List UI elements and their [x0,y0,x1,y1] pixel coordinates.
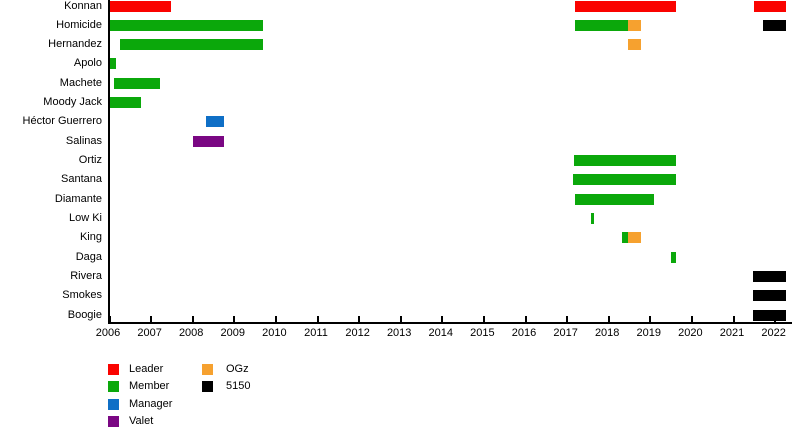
axis-tick [399,316,402,322]
row-label: Rivera [70,269,102,282]
timeline-bar [590,213,594,225]
axis-year-label: 2012 [345,327,370,339]
timeline-bar [574,0,676,12]
axis-year-label: 2016 [511,327,537,339]
row-label: Ortiz [78,154,102,167]
timeline-bar [205,116,224,128]
timeline-bar [628,232,642,244]
axis-tick [482,316,485,322]
timeline-bar [109,19,263,31]
axis-year-label: 2022 [761,327,786,339]
axis-year-label: 2018 [594,327,620,339]
timeline-bar [671,251,676,263]
timeline-bar [628,19,642,31]
row-label: Diamante [54,192,102,205]
timeline-bar [574,193,654,205]
axis-year-label: 2015 [470,327,495,339]
row-label: Salinas [65,134,102,147]
axis-year-label: 2009 [220,327,246,339]
axis-tick [274,316,277,322]
axis-tick [358,316,361,322]
legend-label: 5150 [226,380,251,393]
axis-tick [233,316,236,322]
row-label: King [79,231,102,244]
axis-year-label: 2021 [719,327,745,339]
legend-label: Leader [129,363,164,375]
row-label: Moody Jack [43,96,102,109]
axis-year-label: 2006 [95,327,121,339]
axis-tick [441,316,444,322]
axis-tick [316,316,319,322]
axis-tick [649,316,652,322]
legend-swatch [202,364,213,375]
timeline-bar [573,155,677,167]
timeline-bar [752,309,787,321]
timeline-bar [119,39,263,51]
legend-label: Valet [129,415,154,428]
row-label: Daga [75,250,102,263]
timeline-bar [752,270,787,282]
legend-swatch [108,381,119,393]
legend-swatch [108,416,119,428]
plot-area [108,0,792,324]
row-label: Low Ki [68,212,102,225]
legend-swatch [202,381,213,393]
axis-year-label: 2020 [678,327,703,339]
axis-year-label: 2013 [386,327,412,339]
timeline-bar [193,135,224,147]
axis-tick [774,316,777,322]
axis-year-label: 2017 [553,327,578,339]
row-label: Apolo [73,57,102,70]
axis-year-label: 2008 [178,327,204,339]
axis-tick [607,316,610,322]
timeline-bar [574,19,629,31]
axis-tick [150,316,153,322]
axis-year-label: 2011 [304,327,328,339]
timeline-bar [753,0,787,12]
timeline-bar [113,77,160,89]
axis-tick [191,316,194,322]
axis-tick [690,316,693,322]
legend-label: OGz [226,363,249,375]
timeline-bar [628,39,642,51]
row-label: Smokes [62,289,102,302]
legend-label: Manager [129,397,173,410]
axis-tick [524,316,527,322]
timeline-bar [572,174,677,186]
axis-tick [732,316,735,322]
timeline-bar [109,0,171,12]
row-label: Hernandez [48,38,102,51]
timeline-bar [109,58,116,70]
row-label: Machete [59,76,102,89]
axis-tick [566,316,569,322]
legend-label: Member [129,380,170,393]
timeline-bar [109,97,142,109]
legend-swatch [108,398,119,410]
row-label: Konnan [64,0,102,12]
row-label: Santana [61,173,102,186]
axis-year-label: 2010 [262,327,287,339]
timeline-bar [621,232,629,244]
row-label: Homicide [56,18,102,31]
row-label: Boogie [67,308,102,321]
row-label: Héctor Guerrero [22,115,102,128]
axis-year-label: 2014 [428,327,454,339]
axis-year-label: 2019 [636,327,662,339]
legend-swatch [108,364,119,375]
timeline-bar [762,19,787,31]
axis-year-label: 2007 [137,327,162,339]
timeline-bar [752,290,787,302]
axis-tick [108,316,111,322]
